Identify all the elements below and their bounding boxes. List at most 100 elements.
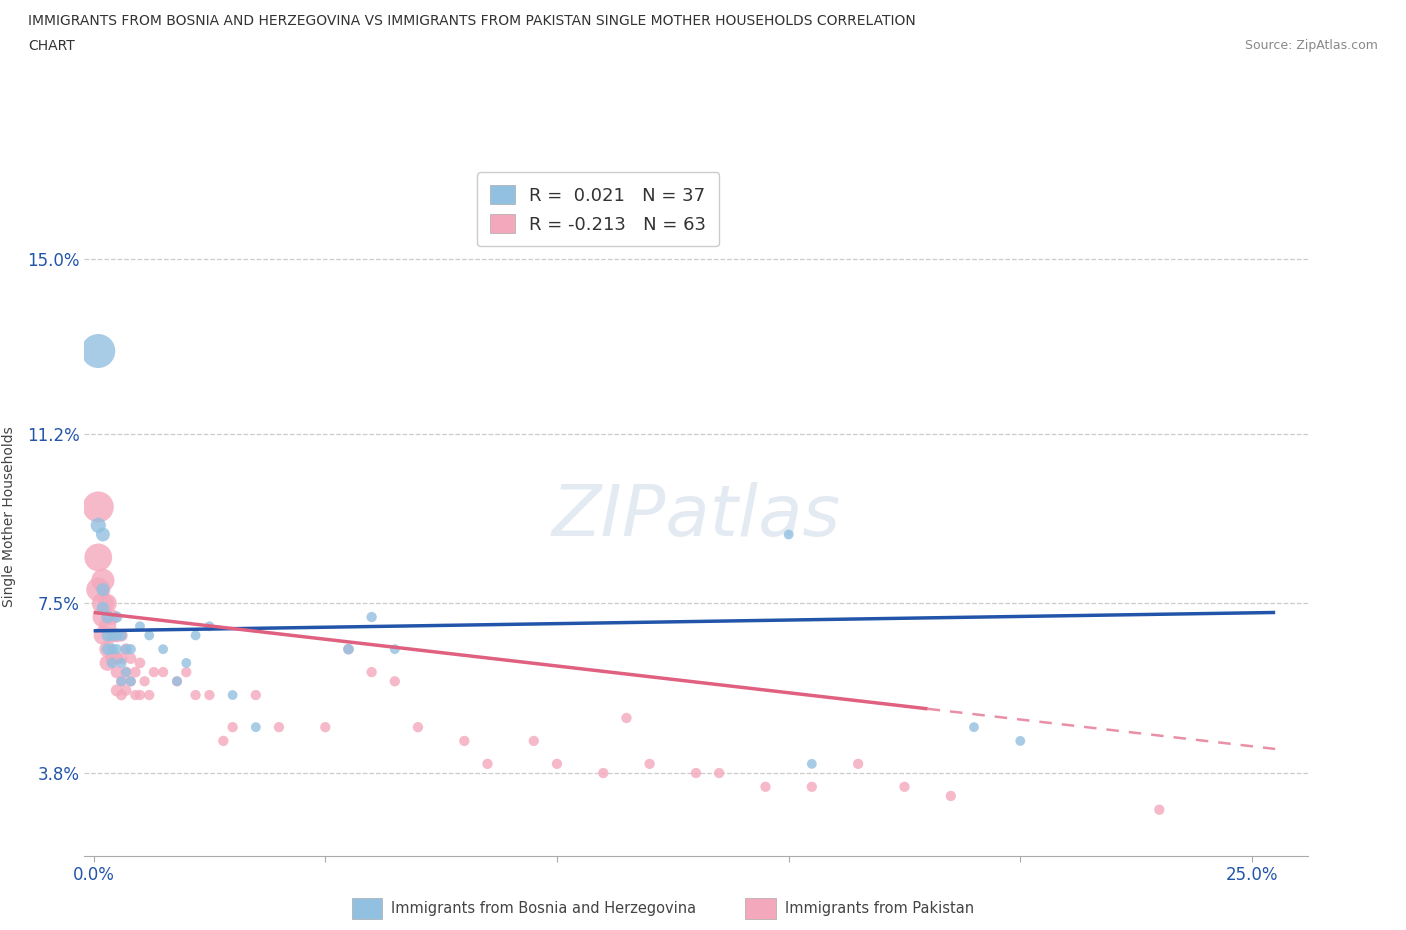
Point (115, 642, 138, 657)
Point (267, 720, 290, 735)
Point (384, 674, 406, 689)
Point (384, 642, 406, 657)
Point (477, 756, 499, 771)
Point (120, 642, 142, 657)
Point (115, 665, 138, 680)
Point (91, 610, 114, 625)
Point (87, 518, 110, 533)
Point (314, 720, 336, 735)
Point (87, 582, 110, 597)
Point (212, 734, 235, 749)
Point (124, 665, 146, 680)
Point (96, 642, 118, 657)
Point (893, 779, 915, 794)
Point (616, 711, 638, 725)
Point (129, 656, 152, 671)
Point (91, 601, 114, 616)
Point (174, 665, 197, 680)
Point (198, 687, 221, 702)
Point (939, 789, 962, 804)
Point (105, 651, 128, 666)
Point (110, 674, 132, 689)
Point (115, 665, 138, 680)
Point (245, 687, 267, 702)
Point (800, 756, 823, 771)
Point (101, 628, 124, 643)
Point (754, 779, 776, 794)
Point (96, 642, 118, 657)
Point (96, 596, 118, 611)
Point (134, 674, 156, 689)
Point (360, 665, 382, 680)
Point (105, 628, 128, 643)
Point (91, 527, 114, 542)
Point (800, 779, 823, 794)
Point (963, 720, 986, 735)
Point (87, 343, 110, 358)
Text: Immigrants from Pakistan: Immigrants from Pakistan (785, 901, 974, 916)
Point (101, 642, 124, 657)
Point (129, 687, 152, 702)
Point (546, 756, 568, 771)
Point (105, 628, 128, 643)
Point (166, 674, 188, 689)
Text: Source: ZipAtlas.com: Source: ZipAtlas.com (1244, 39, 1378, 52)
Point (101, 610, 124, 625)
Point (110, 628, 132, 643)
Point (221, 720, 243, 735)
Point (96, 628, 118, 643)
Point (101, 628, 124, 643)
Point (87, 550, 110, 565)
Point (91, 573, 114, 588)
Point (91, 628, 114, 643)
Point (87, 499, 110, 514)
Point (105, 642, 128, 657)
Point (592, 765, 614, 780)
Point (129, 618, 152, 633)
Point (707, 765, 730, 780)
Point (115, 683, 138, 698)
Point (101, 656, 124, 671)
Point (110, 651, 132, 666)
Point (120, 651, 142, 666)
Point (120, 674, 142, 689)
Point (138, 628, 160, 643)
Point (91, 596, 114, 611)
Point (91, 582, 114, 597)
Point (778, 527, 800, 542)
Point (174, 656, 197, 671)
Point (245, 720, 267, 735)
Point (115, 642, 138, 657)
Point (1149, 803, 1171, 817)
Point (96, 618, 118, 633)
Point (96, 656, 118, 671)
Point (105, 665, 128, 680)
Point (142, 665, 165, 680)
Legend: R =  0.021   N = 37, R = -0.213   N = 63: R = 0.021 N = 37, R = -0.213 N = 63 (477, 172, 718, 246)
Point (184, 687, 207, 702)
Point (360, 610, 382, 625)
Point (124, 687, 146, 702)
Point (846, 756, 869, 771)
Point (110, 674, 132, 689)
Point (523, 734, 546, 749)
Text: IMMIGRANTS FROM BOSNIA AND HERZEGOVINA VS IMMIGRANTS FROM PAKISTAN SINGLE MOTHER: IMMIGRANTS FROM BOSNIA AND HERZEGOVINA V… (28, 14, 915, 28)
Text: ZIPatlas: ZIPatlas (551, 482, 841, 551)
Point (105, 683, 128, 698)
Point (406, 720, 429, 735)
Point (221, 687, 243, 702)
Point (101, 651, 124, 666)
Text: CHART: CHART (28, 39, 75, 53)
Point (96, 610, 118, 625)
Point (337, 642, 360, 657)
Point (685, 765, 707, 780)
Point (453, 734, 475, 749)
Y-axis label: Single Mother Households: Single Mother Households (1, 426, 15, 606)
Point (166, 674, 188, 689)
Point (198, 618, 221, 633)
Point (638, 756, 661, 771)
Point (120, 674, 142, 689)
Point (152, 665, 174, 680)
Point (110, 687, 132, 702)
Point (152, 642, 174, 657)
